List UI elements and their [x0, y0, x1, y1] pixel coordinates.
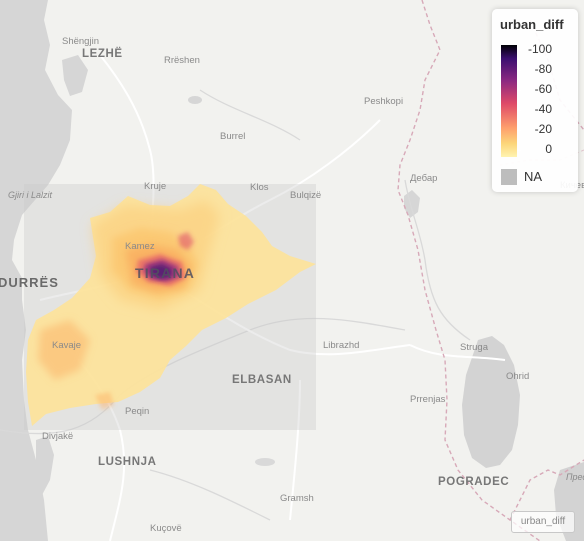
- place-elbasan: ELBASAN: [232, 374, 292, 386]
- place-klos: Klos: [250, 182, 269, 193]
- adriatic-sea: [0, 0, 72, 541]
- place-bulqize: Bulqizë: [290, 190, 322, 201]
- place-librazhd: Librazhd: [323, 340, 360, 351]
- place-kamez: Kamez: [125, 241, 155, 252]
- legend-tick-label: -100: [527, 42, 552, 56]
- legend-tick-mark: [517, 130, 521, 131]
- rivers: [0, 89, 471, 521]
- place-tirana: TIRANA: [135, 265, 196, 281]
- place-peshkopi: Peshkopi: [364, 96, 404, 107]
- place-durres: DURRËS: [0, 275, 59, 290]
- lezhe-lagoon: [62, 55, 88, 96]
- place-lushnja: LUSHNJA: [98, 456, 157, 468]
- legend-tick-label: 0: [545, 142, 552, 156]
- legend-tick-label: -40: [534, 102, 552, 116]
- place-struga: Struga: [460, 342, 488, 353]
- legend-na-label: NA: [524, 169, 543, 184]
- legend-tick-mark: [517, 150, 521, 151]
- place-lezhe: LEZHË: [82, 48, 123, 60]
- place-gjiri-i-lalzit: Gjiri i Lalzit: [8, 190, 53, 200]
- banja-lake: [255, 458, 275, 466]
- legend-title: urban_diff: [500, 17, 564, 32]
- legend-tick-label: -20: [534, 122, 552, 136]
- legend: urban_diff -100 -80 -60 -40 -20 0 NA: [492, 9, 578, 192]
- place-kavaje: Kavaje: [52, 340, 82, 351]
- legend-tick-label: -80: [534, 62, 552, 76]
- lake-ohrid: [462, 336, 520, 468]
- place-kruje: Kruje: [144, 181, 167, 192]
- legend-na-swatch: [501, 169, 517, 185]
- legend-tick-mark: [517, 50, 521, 51]
- place-prespa: Преспа: [566, 472, 584, 482]
- place-kucove: Kuçovë: [150, 523, 182, 534]
- legend-color-ramp: [501, 45, 517, 157]
- legend-tick-label: -60: [534, 82, 552, 96]
- place-prrenjas: Prrenjas: [410, 394, 446, 405]
- place-debar: Дебар: [410, 173, 438, 184]
- divjake-lagoon: [36, 436, 54, 495]
- place-gramsh: Gramsh: [280, 493, 314, 504]
- place-divjake: Divjakë: [42, 431, 74, 442]
- place-ohrid: Ohrid: [506, 371, 530, 382]
- place-rreshen: Rrëshen: [164, 55, 200, 66]
- place-pogradec: POGRADEC: [438, 476, 510, 488]
- ulza-lake: [188, 96, 202, 104]
- urban-diff-shading: [38, 200, 220, 410]
- legend-tick-mark: [517, 70, 521, 71]
- legend-tick-mark: [517, 90, 521, 91]
- layer-toggle-button[interactable]: urban_diff: [511, 511, 575, 533]
- place-shengjin: Shëngjin: [62, 36, 99, 47]
- legend-tick-mark: [517, 110, 521, 111]
- place-burrel: Burrel: [220, 131, 246, 142]
- place-peqin: Peqin: [125, 406, 150, 417]
